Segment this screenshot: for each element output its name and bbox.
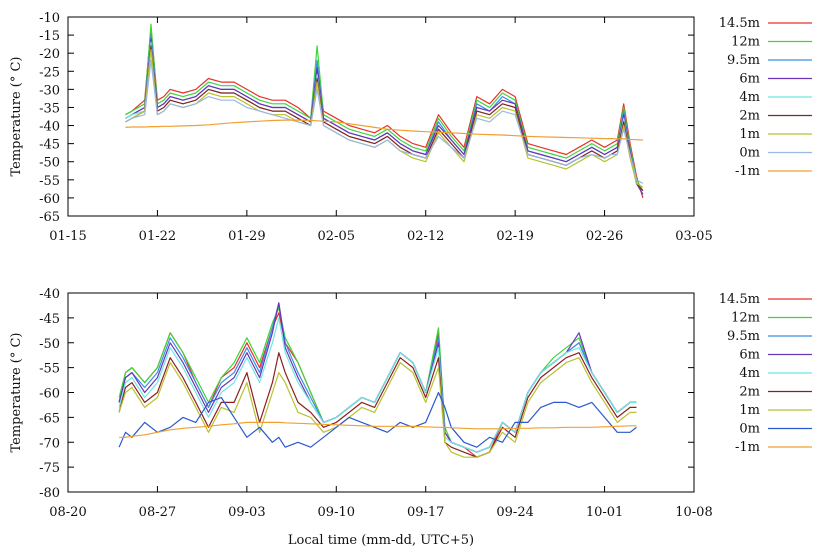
x-tick-label: 02-05: [318, 229, 355, 244]
y-tick-label: -50: [39, 156, 60, 171]
x-tick-label: 02-26: [586, 229, 623, 244]
legend-label: 9.5m: [727, 329, 760, 344]
series-line--1m: [119, 421, 637, 438]
x-tick-label: 10-01: [586, 505, 623, 520]
y-tick-label: -45: [39, 312, 60, 327]
x-tick-label: 08-20: [49, 505, 86, 520]
y-tick-label: -65: [39, 210, 60, 225]
x-tick-label: 09-24: [496, 505, 533, 520]
series-line-9.5m: [125, 34, 644, 195]
series-line-6m: [125, 38, 644, 195]
y-tick-label: -60: [39, 192, 60, 207]
legend-label: 2m: [739, 109, 760, 124]
y-tick-label: -80: [39, 486, 60, 501]
y-tick-label: -75: [39, 461, 60, 476]
legend-label: 4m: [739, 366, 760, 381]
legend-label: 2m: [739, 385, 760, 400]
x-tick-label: 09-10: [318, 505, 355, 520]
y-tick-label: -55: [39, 174, 60, 189]
y-tick-label: -70: [39, 436, 60, 451]
series-line-2m: [118, 352, 637, 458]
y-tick-label: -20: [39, 47, 60, 62]
legend-label: 1m: [739, 403, 760, 418]
series-line-1m: [118, 357, 637, 458]
legend-label: 1m: [739, 127, 760, 142]
x-tick-label: 03-05: [675, 229, 712, 244]
legend-label: 0m: [739, 422, 760, 437]
x-axis-label: Local time (mm-dd, UTC+5): [288, 533, 474, 548]
y-axis-label: Temperature (° C): [9, 56, 24, 176]
legend-label: -1m: [735, 440, 760, 455]
series-line-0m: [118, 391, 637, 448]
x-tick-label: 09-03: [228, 505, 265, 520]
series-line-12m: [118, 307, 637, 453]
legend-label: 14.5m: [719, 292, 760, 307]
series-line-0m: [125, 59, 644, 184]
x-tick-label: 01-15: [49, 229, 86, 244]
series-line-6m: [118, 302, 637, 453]
y-tick-label: -60: [39, 387, 60, 402]
y-tick-label: -30: [39, 83, 60, 98]
series-group: [118, 302, 637, 458]
y-tick-label: -40: [39, 120, 60, 135]
x-tick-label: 09-17: [407, 505, 444, 520]
legend: 14.5m 12m 9.5m 6m 4m 2m 1m 0m -1m: [719, 292, 812, 455]
legend-label: 0m: [739, 146, 760, 161]
series-line-9.5m: [118, 302, 637, 453]
y-tick-label: -50: [39, 337, 60, 352]
y-tick-label: -25: [39, 65, 60, 80]
chart-panel-bottom: -40 -45 -50 -55 -60 -65 -70 -75 -80 08-20 08-27 09-…: [9, 287, 812, 548]
series-line-1m: [125, 48, 644, 188]
series-group: [125, 23, 644, 199]
legend-label: 9.5m: [727, 53, 760, 68]
y-tick-label: -40: [39, 287, 60, 302]
series-line-14.5m: [125, 27, 644, 199]
y-tick-label: -55: [39, 362, 60, 377]
y-tick-label: -45: [39, 138, 60, 153]
series-line-4m: [118, 317, 637, 453]
x-tick-label: 02-12: [407, 229, 444, 244]
chart-panel-top: -10 -15 -20 -25 -30 -35 -40 -45 -50 -55 -60 -65 01-1…: [9, 11, 812, 244]
legend-label: 14.5m: [719, 16, 760, 31]
x-tick-label: 01-29: [228, 229, 265, 244]
x-tick-label: 08-27: [139, 505, 176, 520]
y-tick-label: -35: [39, 101, 60, 116]
y-tick-label: -65: [39, 411, 60, 426]
plot-frame: [67, 16, 695, 217]
y-tick-label: -15: [39, 29, 60, 44]
legend-label: 4m: [739, 90, 760, 105]
y-tick-label: -10: [39, 11, 60, 26]
series-line-12m: [125, 23, 644, 192]
y-axis-label: Temperature (° C): [9, 332, 24, 452]
legend-label: 6m: [739, 72, 760, 87]
legend: 14.5m 12m 9.5m 6m 4m 2m 1m 0m -1m: [719, 16, 812, 179]
plot-frame: [67, 292, 695, 493]
x-tick-label: 02-19: [496, 229, 533, 244]
legend-label: 12m: [731, 311, 760, 326]
legend-label: 6m: [739, 348, 760, 363]
legend-label: -1m: [735, 164, 760, 179]
legend-label: 12m: [731, 35, 760, 50]
x-tick-label: 10-08: [675, 505, 712, 520]
x-tick-label: 01-22: [139, 229, 176, 244]
series-line--1m: [125, 119, 643, 141]
